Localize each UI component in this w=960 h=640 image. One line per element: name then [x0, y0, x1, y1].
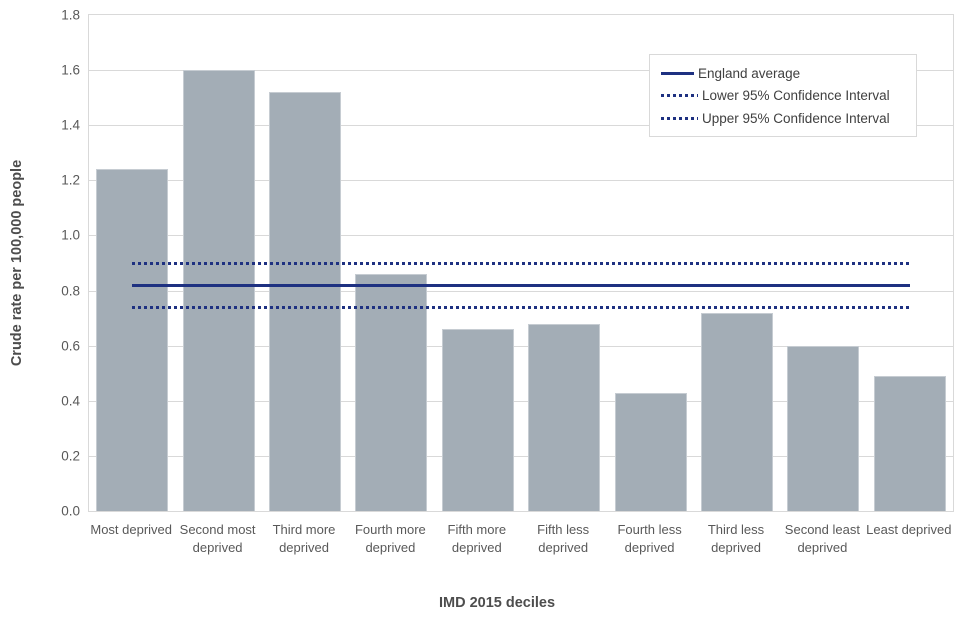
- x-tick-label: Least deprived: [866, 522, 952, 537]
- gridline: [89, 400, 953, 402]
- y-tick-label: 0.2: [61, 448, 80, 464]
- y-axis-title: Crude rate per 100,000 people: [9, 159, 25, 367]
- x-tick-label: Fourth more deprived: [354, 522, 426, 555]
- gridline: [89, 345, 953, 347]
- y-tick-label: 1.4: [61, 117, 80, 133]
- legend-item-england-average: England average: [661, 66, 912, 81]
- england-average-line: [132, 283, 910, 287]
- x-tick-label: Third more deprived: [272, 522, 336, 555]
- x-tick-label: Fifth less deprived: [537, 522, 590, 555]
- y-tick-label: 0.4: [61, 393, 80, 409]
- y-tick-label: 0.0: [61, 503, 80, 519]
- bar-9: [787, 345, 860, 511]
- bar-4: [355, 274, 428, 511]
- y-tick-label: 1.8: [61, 7, 80, 23]
- y-tick-label: 0.6: [61, 338, 80, 354]
- y-tick-label: 0.8: [61, 283, 80, 299]
- x-tick-label: Fifth more deprived: [447, 522, 507, 555]
- bar-1: [96, 169, 169, 511]
- gridline: [89, 290, 953, 292]
- y-tick-label: 1.0: [61, 227, 80, 243]
- bar-6: [528, 323, 601, 511]
- gridline: [89, 235, 953, 237]
- bar-3: [269, 92, 341, 511]
- solid-line-icon: [661, 71, 694, 75]
- bar-5: [441, 329, 514, 511]
- legend-label: Lower 95% Confidence Interval: [702, 88, 890, 103]
- gridline: [89, 125, 953, 127]
- y-tick-label: 1.2: [61, 172, 80, 188]
- gridline: [89, 70, 953, 72]
- x-tick-label: Most deprived: [90, 522, 173, 537]
- x-tick-label: Second most deprived: [179, 522, 256, 555]
- legend-item-upper-ci: Upper 95% Confidence Interval: [661, 111, 912, 126]
- bar-10: [873, 376, 946, 511]
- legend-label: England average: [698, 65, 801, 81]
- x-tick-label: Fourth less deprived: [617, 522, 682, 555]
- confidence-interval-line: [132, 305, 910, 309]
- x-axis-title: IMD 2015 deciles: [438, 595, 556, 611]
- dotted-line-icon: [661, 94, 698, 97]
- legend: England average Lower 95% Confidence Int…: [649, 54, 917, 137]
- gridline: [89, 180, 953, 182]
- gridline: [89, 455, 953, 457]
- legend-label: Upper 95% Confidence Interval: [702, 110, 890, 126]
- confidence-interval-line: [132, 261, 910, 265]
- bar-8: [701, 312, 773, 511]
- y-tick-label: 1.6: [61, 62, 80, 78]
- dotted-line-icon: [661, 116, 698, 120]
- x-tick-label: Third less deprived: [707, 522, 765, 555]
- bar-2: [182, 70, 255, 511]
- bar-7: [614, 392, 687, 511]
- x-tick-label: Second least deprived: [784, 522, 860, 555]
- legend-item-lower-ci: Lower 95% Confidence Interval: [661, 88, 912, 103]
